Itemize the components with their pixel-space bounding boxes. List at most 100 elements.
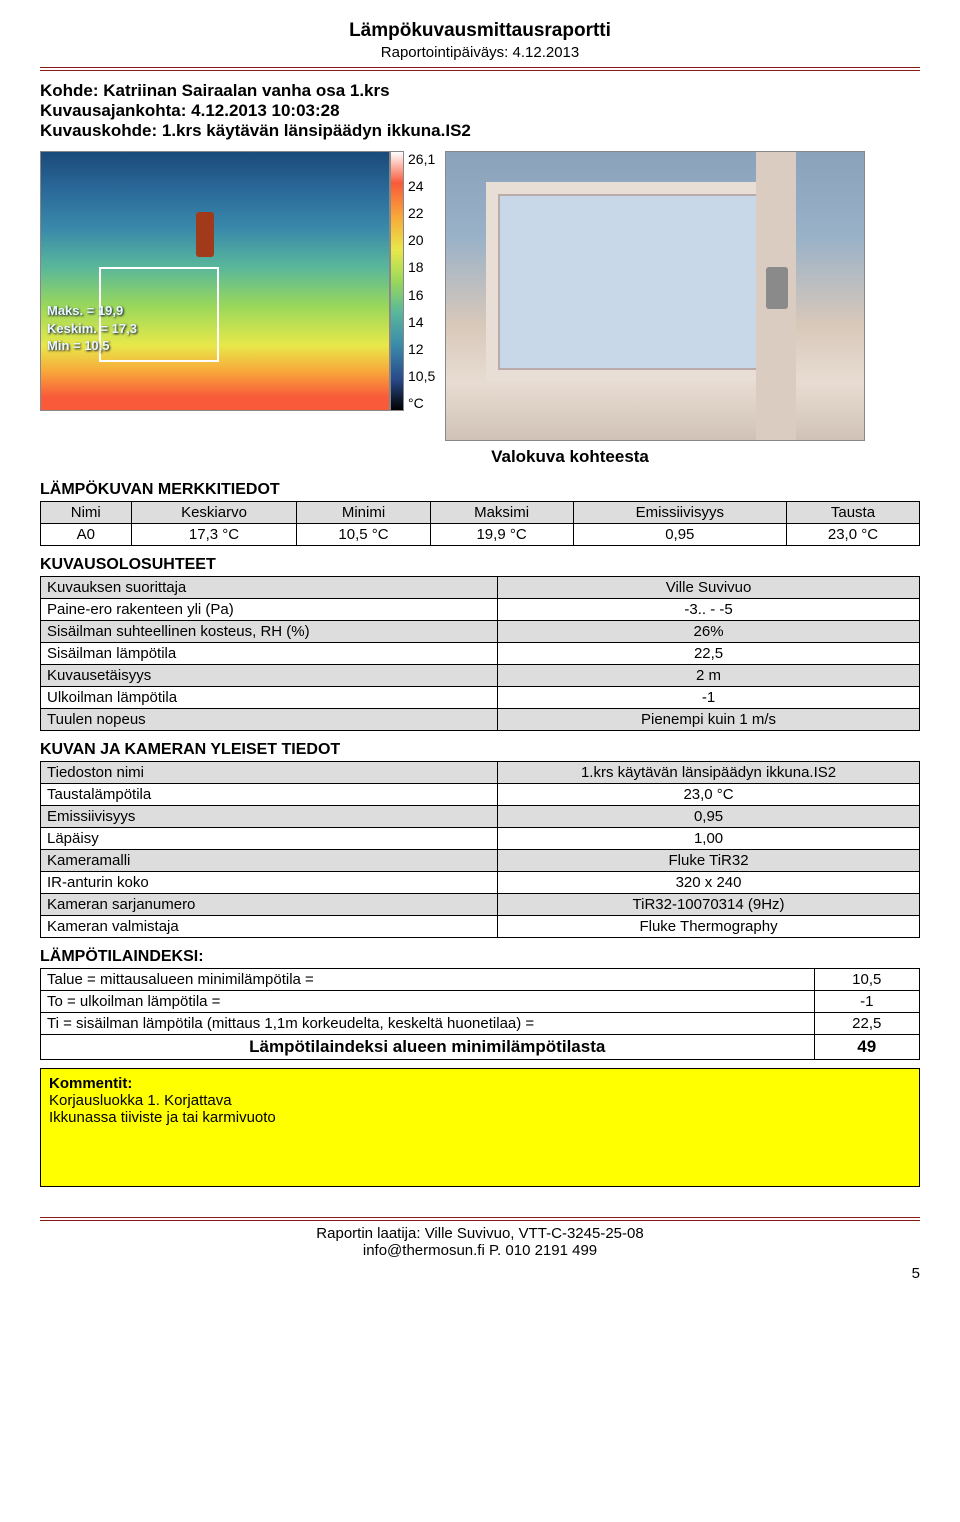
merkkitiedot-table: NimiKeskiarvoMinimiMaksimiEmissiivisyysT… [40, 501, 920, 546]
header-rule [40, 67, 920, 71]
indeksi-row: Ti = sisäilman lämpötila (mittaus 1,1m k… [41, 1013, 920, 1035]
merkkitiedot-cell: A0 [41, 524, 132, 546]
row-value: 2 m [498, 665, 920, 687]
table-row: Taustalämpötila23,0 °C [41, 784, 920, 806]
row-value: -1 [498, 687, 920, 709]
photo-window-frame [486, 182, 786, 382]
table-row: Kameran sarjanumeroTiR32-10070314 (9Hz) [41, 894, 920, 916]
footer: Raportin laatija: Ville Suvivuo, VTT-C-3… [40, 1217, 920, 1282]
target-meta: Kohde: Katriinan Sairaalan vanha osa 1.k… [40, 81, 920, 141]
indeksi-summary-key: Lämpötilaindeksi alueen minimilämpötilas… [41, 1035, 815, 1060]
scale-tick: 20 [408, 232, 435, 248]
scale-gradient [390, 151, 404, 411]
report-title: Lämpökuvausmittausraportti [40, 20, 920, 42]
row-key: Kuvauksen suorittaja [41, 577, 498, 599]
row-value: 26% [498, 621, 920, 643]
table-row: Kuvausetäisyys2 m [41, 665, 920, 687]
thermal-keskim: Keskim. = 17,3 [47, 320, 137, 338]
ajankohta-line: Kuvausajankohta: 4.12.2013 10:03:28 [40, 101, 920, 121]
scale-tick: 18 [408, 259, 435, 275]
photo-caption: Valokuva kohteesta [40, 447, 920, 467]
kommentit-title: Kommentit: [49, 1075, 911, 1092]
scale-ticks: 26,12422201816141210,5°C [404, 151, 435, 411]
kuvauskohde-label: Kuvauskohde: [40, 121, 157, 140]
table-row: Sisäilman suhteellinen kosteus, RH (%)26… [41, 621, 920, 643]
table-row: Tiedoston nimi1.krs käytävän länsipäädyn… [41, 762, 920, 784]
kommentit-line1: Korjausluokka 1. Korjattava [49, 1092, 911, 1109]
row-key: IR-anturin koko [41, 872, 498, 894]
merkkitiedot-header-cell: Nimi [41, 502, 132, 524]
kamera-title: KUVAN JA KAMERAN YLEISET TIEDOT [40, 741, 920, 759]
scale-tick: 26,1 [408, 151, 435, 167]
merkkitiedot-cell: 10,5 °C [297, 524, 430, 546]
row-value: 320 x 240 [498, 872, 920, 894]
row-value: 0,95 [498, 806, 920, 828]
merkkitiedot-cell: 19,9 °C [430, 524, 573, 546]
indeksi-row: Talue = mittausalueen minimilämpötila =1… [41, 969, 920, 991]
kommentit-line2: Ikkunassa tiiviste ja tai karmivuoto [49, 1109, 911, 1126]
scale-tick: 24 [408, 178, 435, 194]
merkkitiedot-cell: 17,3 °C [131, 524, 297, 546]
olosuhteet-title: KUVAUSOLOSUHTEET [40, 556, 920, 574]
table-row: Sisäilman lämpötila22,5 [41, 643, 920, 665]
page-number: 5 [40, 1265, 920, 1282]
table-row: Kuvauksen suorittajaVille Suvivuo [41, 577, 920, 599]
row-value: Fluke Thermography [498, 916, 920, 938]
scale-tick: °C [408, 395, 435, 411]
table-row: Paine-ero rakenteen yli (Pa)-3.. - -5 [41, 599, 920, 621]
thermal-wrap: Maks. = 19,9 Keskim. = 17,3 Min = 10,5 2… [40, 151, 435, 411]
indeksi-value: 22,5 [814, 1013, 919, 1035]
kuvauskohde-value: 1.krs käytävän länsipäädyn ikkuna.IS2 [162, 121, 471, 140]
footer-line1: Raportin laatija: Ville Suvivuo, VTT-C-3… [40, 1225, 920, 1242]
indeksi-row: To = ulkoilman lämpötila =-1 [41, 991, 920, 1013]
thermal-image: Maks. = 19,9 Keskim. = 17,3 Min = 10,5 [40, 151, 390, 411]
row-value: 1,00 [498, 828, 920, 850]
row-key: Tiedoston nimi [41, 762, 498, 784]
kohde-line: Kohde: Katriinan Sairaalan vanha osa 1.k… [40, 81, 920, 101]
indeksi-table: Talue = mittausalueen minimilämpötila =1… [40, 968, 920, 1060]
row-key: Sisäilman lämpötila [41, 643, 498, 665]
row-value: 22,5 [498, 643, 920, 665]
row-key: Emissiivisyys [41, 806, 498, 828]
merkkitiedot-header-cell: Tausta [786, 502, 919, 524]
indeksi-key: Ti = sisäilman lämpötila (mittaus 1,1m k… [41, 1013, 815, 1035]
kohde-label: Kohde: [40, 81, 99, 100]
merkkitiedot-title: LÄMPÖKUVAN MERKKITIEDOT [40, 481, 920, 499]
kamera-table: Tiedoston nimi1.krs käytävän länsipäädyn… [40, 761, 920, 938]
row-value: 23,0 °C [498, 784, 920, 806]
row-value: TiR32-10070314 (9Hz) [498, 894, 920, 916]
row-key: Kuvausetäisyys [41, 665, 498, 687]
row-key: Läpäisy [41, 828, 498, 850]
footer-line2: info@thermosun.fi P. 010 2191 499 [40, 1242, 920, 1259]
ajankohta-value: 4.12.2013 10:03:28 [191, 101, 339, 120]
ajankohta-label: Kuvausajankohta: [40, 101, 186, 120]
merkkitiedot-header-row: NimiKeskiarvoMinimiMaksimiEmissiivisyysT… [41, 502, 920, 524]
merkkitiedot-header-cell: Emissiivisyys [573, 502, 786, 524]
kohde-value: Katriinan Sairaalan vanha osa 1.krs [103, 81, 389, 100]
indeksi-value: -1 [814, 991, 919, 1013]
merkkitiedot-cell: 0,95 [573, 524, 786, 546]
indeksi-summary-row: Lämpötilaindeksi alueen minimilämpötilas… [41, 1035, 920, 1060]
table-row: IR-anturin koko320 x 240 [41, 872, 920, 894]
row-key: Tuulen nopeus [41, 709, 498, 731]
row-key: Ulkoilman lämpötila [41, 687, 498, 709]
thermal-min: Min = 10,5 [47, 337, 137, 355]
table-row: Ulkoilman lämpötila-1 [41, 687, 920, 709]
color-scale: 26,12422201816141210,5°C [390, 151, 435, 411]
row-key: Kameran valmistaja [41, 916, 498, 938]
indeksi-value: 10,5 [814, 969, 919, 991]
row-key: Taustalämpötila [41, 784, 498, 806]
scale-tick: 16 [408, 287, 435, 303]
row-value: Fluke TiR32 [498, 850, 920, 872]
indeksi-summary-value: 49 [814, 1035, 919, 1060]
merkkitiedot-header-cell: Maksimi [430, 502, 573, 524]
row-key: Kameramalli [41, 850, 498, 872]
scale-tick: 22 [408, 205, 435, 221]
row-key: Kameran sarjanumero [41, 894, 498, 916]
photo-handle [766, 267, 788, 309]
row-value: 1.krs käytävän länsipäädyn ikkuna.IS2 [498, 762, 920, 784]
thermal-hotspot [196, 212, 214, 257]
row-value: Pienempi kuin 1 m/s [498, 709, 920, 731]
olosuhteet-table: Kuvauksen suorittajaVille SuvivuoPaine-e… [40, 576, 920, 731]
kuvauskohde-line: Kuvauskohde: 1.krs käytävän länsipäädyn … [40, 121, 920, 141]
